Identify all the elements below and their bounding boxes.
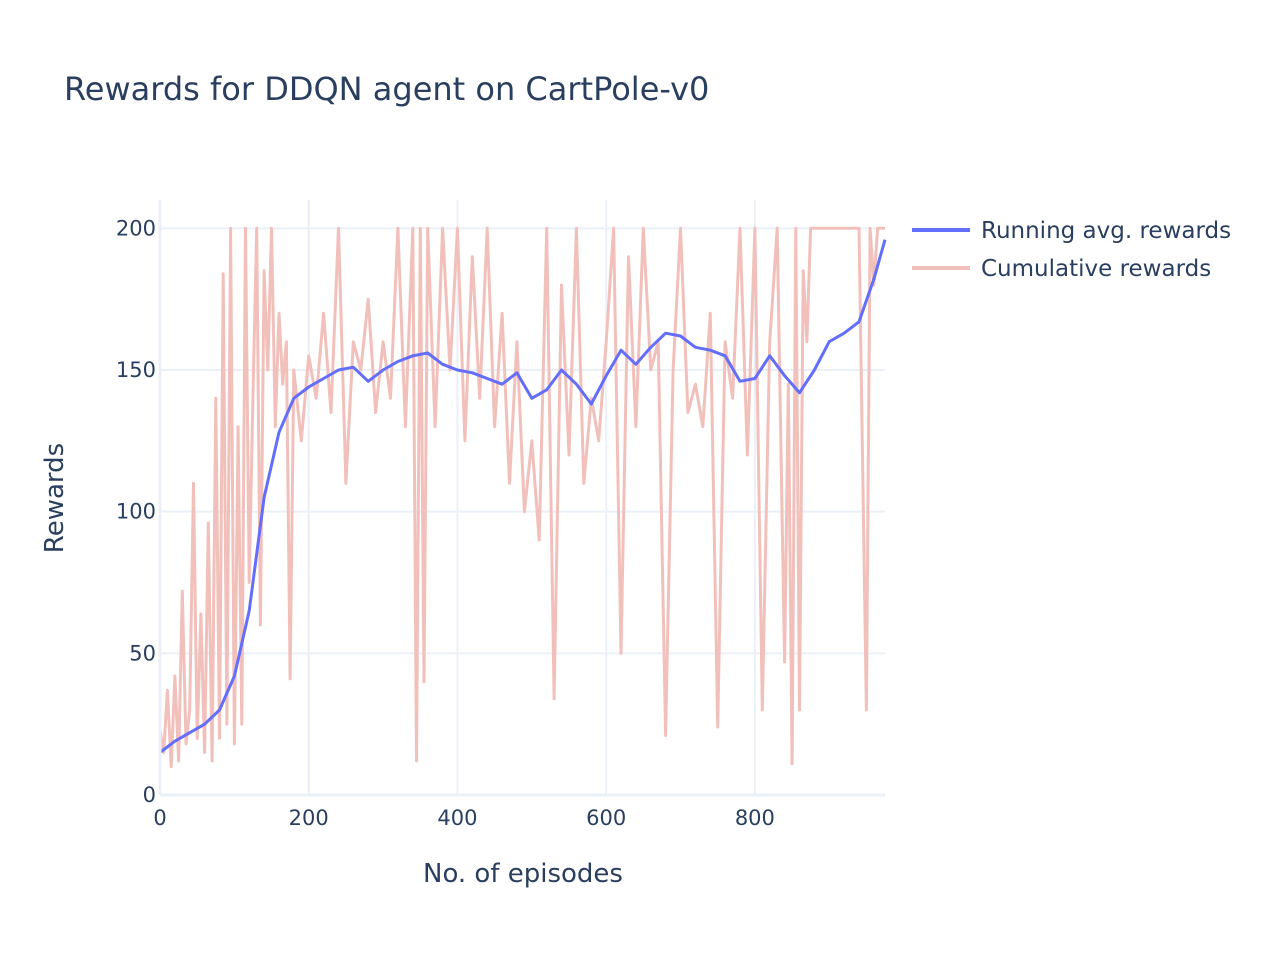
legend-label: Running avg. rewards bbox=[981, 218, 1231, 244]
y-tick-label: 0 bbox=[143, 783, 156, 807]
chart-title: Rewards for DDQN agent on CartPole-v0 bbox=[64, 70, 709, 108]
legend: Running avg. rewards Cumulative rewards bbox=[912, 218, 1231, 282]
y-tick-label: 100 bbox=[116, 500, 156, 524]
legend-label: Cumulative rewards bbox=[981, 256, 1211, 282]
x-tick-label: 200 bbox=[289, 806, 329, 830]
x-tick-label: 0 bbox=[153, 806, 166, 830]
x-tick-label: 400 bbox=[437, 806, 477, 830]
series-line-running-avg-rewards bbox=[159, 239, 887, 754]
y-tick-label: 50 bbox=[129, 641, 156, 665]
y-axis-title: Rewards bbox=[40, 443, 70, 553]
y-tick-label: 200 bbox=[116, 216, 156, 240]
x-axis-title: No. of episodes bbox=[423, 859, 623, 889]
x-tick-label: 600 bbox=[586, 806, 626, 830]
axes: 0 50 100 150 200 0 200 400 600 800 bbox=[116, 200, 885, 830]
series-layer bbox=[158, 226, 887, 769]
y-tick-label: 150 bbox=[116, 358, 156, 382]
series-line-cumulative-rewards bbox=[158, 226, 885, 769]
x-tick-label: 800 bbox=[735, 806, 775, 830]
